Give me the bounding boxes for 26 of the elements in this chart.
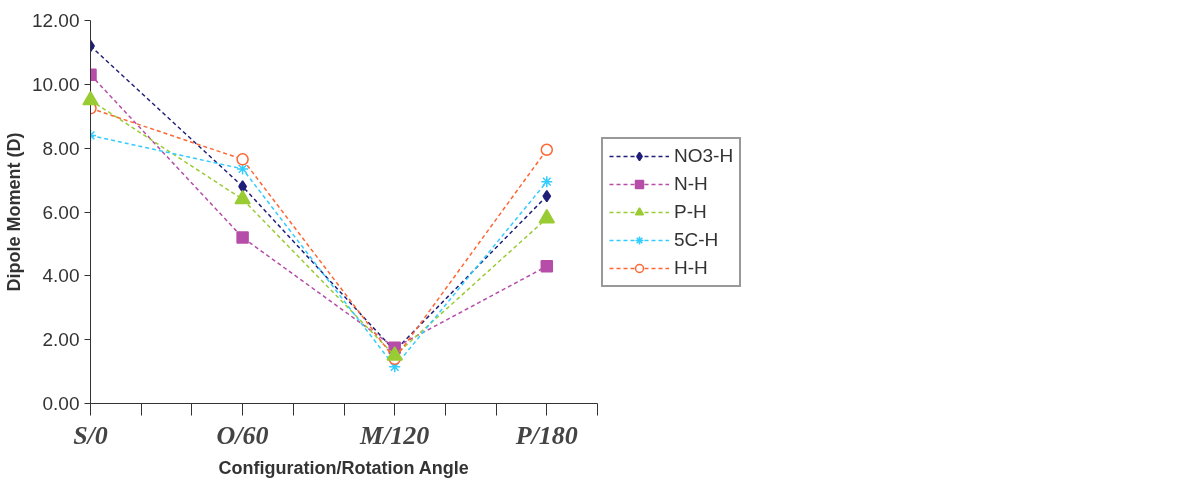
point <box>236 231 249 244</box>
x-tick-label: O/60 <box>216 420 269 450</box>
y-tick-label: 2.00 <box>42 329 80 351</box>
y-axis-title: Dipole Moment (D) <box>3 132 24 292</box>
y-tick-label: 10.00 <box>31 73 80 95</box>
legend-label: H-H <box>674 256 708 279</box>
y-tick-label: 12.00 <box>31 10 80 31</box>
y-tick-label: 8.00 <box>42 137 80 159</box>
point <box>236 162 249 176</box>
y-tick-label: 6.00 <box>42 201 80 223</box>
legend-label: P-H <box>674 200 707 223</box>
legend-label: NO3-H <box>674 144 734 167</box>
legend-label: N-H <box>674 172 708 195</box>
point <box>540 260 554 273</box>
x-tick-label: M/120 <box>359 420 430 450</box>
x-tick-label: S/0 <box>73 420 108 450</box>
x-axis-title: Configuration/Rotation Angle <box>218 457 469 478</box>
point <box>542 189 552 203</box>
y-tick-label: 4.00 <box>42 265 80 287</box>
point <box>236 153 249 166</box>
point <box>540 143 554 156</box>
legend-label: 5C-H <box>674 228 719 251</box>
x-tick-label: P/180 <box>514 420 578 450</box>
point <box>238 180 248 193</box>
y-tick-label: 0.00 <box>42 393 80 414</box>
point <box>540 175 554 188</box>
